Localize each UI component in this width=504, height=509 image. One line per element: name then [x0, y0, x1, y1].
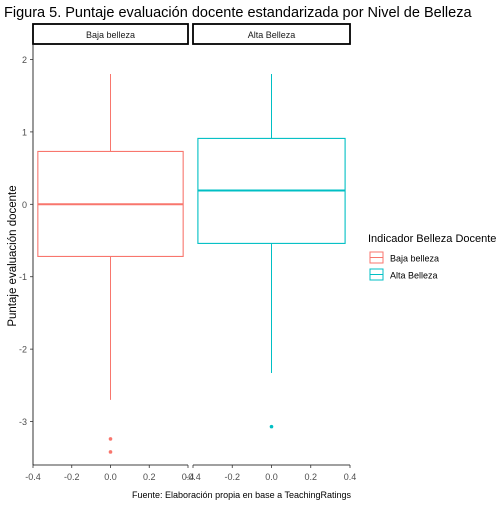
facet-strip-label: Alta Belleza — [248, 30, 296, 40]
legend: Indicador Belleza Docente Baja belleza Al… — [368, 233, 496, 281]
y-tick-label: -2 — [19, 345, 27, 355]
x-tick-label: 0.0 — [265, 472, 278, 482]
y-tick-label: -1 — [19, 272, 27, 282]
x-tick-label: 0.0 — [104, 472, 117, 482]
chart-caption: Fuente: Elaboración propia en base a Tea… — [132, 490, 351, 500]
facet-strip-label: Baja belleza — [86, 30, 135, 40]
x-tick-label: 0.2 — [143, 472, 156, 482]
y-tick-label: 1 — [22, 127, 27, 137]
facet-panels: -3 -2 -1 0 1 2 Baja belleza -0.4 -0.2 0.0 0.2 0.4 Al… — [19, 23, 357, 482]
y-tick-label: -3 — [19, 417, 27, 427]
legend-title: Indicador Belleza Docente — [368, 233, 496, 245]
x-tick-label: -0.4 — [25, 472, 41, 482]
x-tick-label: -0.4 — [185, 472, 201, 482]
outlier-point — [108, 450, 113, 454]
y-axis-label: Puntaje evaluación docente — [7, 185, 19, 326]
x-tick-label: -0.2 — [224, 472, 240, 482]
facet-strip — [192, 23, 351, 45]
legend-entry-label: Alta Belleza — [390, 271, 438, 281]
y-tick-label: 0 — [22, 200, 27, 210]
outlier-point — [269, 424, 274, 429]
legend-entry-label: Baja belleza — [390, 254, 439, 264]
x-tick-label: 0.4 — [344, 472, 357, 482]
x-tick-label: 0.2 — [304, 472, 317, 482]
x-tick-label: -0.2 — [64, 472, 80, 482]
x-tick-label: 0.4 — [182, 472, 195, 482]
y-tick-label: 2 — [22, 55, 27, 65]
chart-title: Figura 5. Puntaje evaluación docente est… — [4, 5, 472, 21]
facet-strip — [32, 23, 189, 45]
outlier-point — [108, 437, 113, 441]
